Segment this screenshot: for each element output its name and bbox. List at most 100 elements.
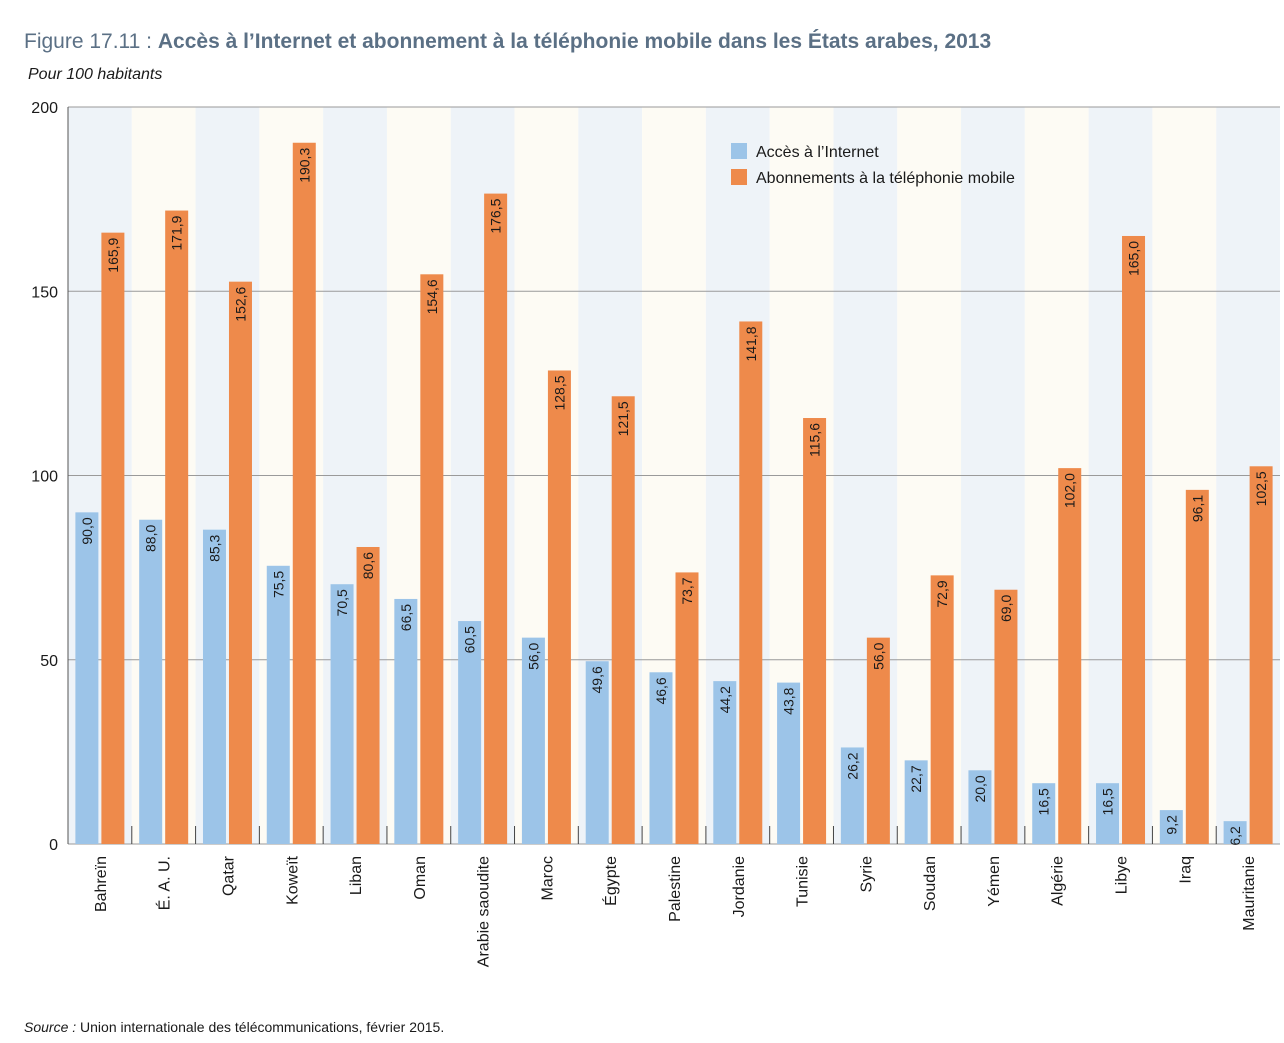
internet-bar (330, 584, 354, 844)
internet-bar (840, 747, 864, 844)
data-label: 66,5 (398, 604, 414, 631)
legend-swatch-internet (731, 143, 747, 159)
data-label: 121,5 (615, 401, 631, 436)
y-tick-label: 100 (31, 469, 58, 486)
mobile-bar (165, 210, 189, 845)
category-label: Arabie saoudite (476, 856, 493, 967)
internet-bar (968, 770, 992, 844)
data-label: 70,5 (334, 589, 350, 616)
data-label: 102,5 (1253, 471, 1269, 506)
data-label: 60,5 (462, 626, 478, 653)
category-label: Syrie (858, 856, 875, 893)
category-label: Maroc (539, 856, 556, 900)
chart-legend: Accès à l’Internet Abonnements à la télép… (731, 143, 1015, 187)
y-tick-label: 200 (31, 100, 58, 117)
data-label: 73,7 (679, 577, 695, 604)
internet-bar (649, 672, 673, 844)
category-label: Koweït (284, 855, 301, 904)
figure-number: Figure 17.11 : (24, 30, 158, 53)
category-label: Qatar (220, 855, 237, 896)
category-label: Oman (412, 856, 429, 900)
mobile-bar (866, 637, 890, 844)
mobile-bar (1058, 468, 1082, 844)
data-label: 75,5 (270, 571, 286, 598)
data-label: 56,0 (525, 642, 541, 669)
category-label: Iraq (1177, 856, 1194, 884)
mobile-bar (675, 572, 699, 844)
legend-label: Abonnements à la téléphonie mobile (756, 170, 1015, 187)
internet-bar (713, 681, 737, 844)
category-label: Jordanie (731, 856, 748, 917)
data-label: 46,6 (653, 677, 669, 704)
data-label: 6,2 (1227, 826, 1243, 846)
data-label: 85,3 (206, 534, 222, 561)
internet-bar (458, 621, 482, 844)
data-label: 152,6 (232, 286, 248, 321)
internet-bar (1096, 783, 1120, 844)
legend-swatch-mobile (731, 169, 747, 185)
mobile-bar (101, 232, 125, 844)
category-label: Liban (348, 856, 365, 895)
y-tick-label: 0 (49, 837, 58, 854)
data-label: 69,0 (998, 595, 1014, 622)
mobile-bar (1185, 489, 1209, 844)
mobile-bar (484, 193, 508, 844)
internet-bar (904, 760, 928, 844)
category-label: É. A. U. (155, 856, 174, 910)
internet-bar (585, 661, 609, 844)
internet-bar (777, 682, 801, 844)
data-label: 128,5 (551, 375, 567, 410)
internet-bar (394, 598, 418, 844)
data-label: 171,9 (169, 215, 185, 250)
data-label: 115,6 (807, 423, 823, 457)
data-label: 72,9 (934, 580, 950, 607)
data-label: 9,2 (1163, 815, 1179, 835)
internet-bar (1223, 821, 1247, 844)
mobile-bar (611, 396, 635, 844)
category-label: Bahreïn (93, 856, 110, 912)
figure-title: Figure 17.11 : Accès à l’Internet et abo… (24, 30, 991, 54)
internet-bar (1159, 810, 1183, 844)
internet-bar (266, 565, 290, 844)
data-label: 49,6 (589, 666, 605, 693)
data-label: 56,0 (870, 642, 886, 669)
mobile-bar (803, 418, 827, 844)
category-label: Mauritanie (1241, 856, 1258, 931)
data-label: 22,7 (908, 765, 924, 792)
mobile-bar (930, 575, 954, 844)
category-label: Tunisie (795, 856, 812, 907)
source-text: Union internationale des télécommunicati… (76, 1019, 445, 1035)
mobile-bar (1249, 466, 1273, 844)
internet-bar (202, 529, 226, 844)
category-label: Soudan (922, 856, 939, 911)
category-label: Yémen (986, 856, 1003, 907)
mobile-bar (292, 142, 316, 844)
internet-bar (521, 637, 545, 844)
data-label: 102,0 (1062, 473, 1078, 508)
source-label: Source : (24, 1019, 77, 1035)
data-label: 20,0 (972, 775, 988, 802)
source-note: Source : Union internationale des téléco… (24, 1019, 444, 1035)
data-label: 16,5 (1036, 788, 1052, 815)
mobile-bar (228, 281, 252, 844)
category-label: Libye (1114, 856, 1131, 894)
bar-chart: 0 50 100 150 200 90,0 165,9 Bahreïn 88,0 171,9 É. … (31, 100, 1280, 967)
mobile-bar (739, 321, 763, 844)
y-tick-label: 150 (31, 284, 58, 301)
figure-title-text: Accès à l’Internet et abonnement à la té… (157, 30, 992, 53)
data-label: 43,8 (781, 687, 797, 714)
internet-bar (1032, 783, 1056, 844)
category-label: Palestine (667, 856, 684, 922)
mobile-bar (994, 589, 1018, 844)
data-label: 80,6 (360, 552, 376, 579)
data-label: 90,0 (79, 517, 95, 544)
data-label: 141,8 (743, 326, 759, 361)
mobile-bar (1122, 235, 1146, 845)
internet-bar (75, 512, 99, 844)
category-label: Égypte (601, 856, 620, 906)
mobile-bar (420, 274, 444, 844)
data-label: 26,2 (844, 752, 860, 779)
data-label: 44,2 (717, 686, 733, 713)
data-label: 96,1 (1189, 495, 1205, 522)
internet-bar (139, 519, 163, 844)
